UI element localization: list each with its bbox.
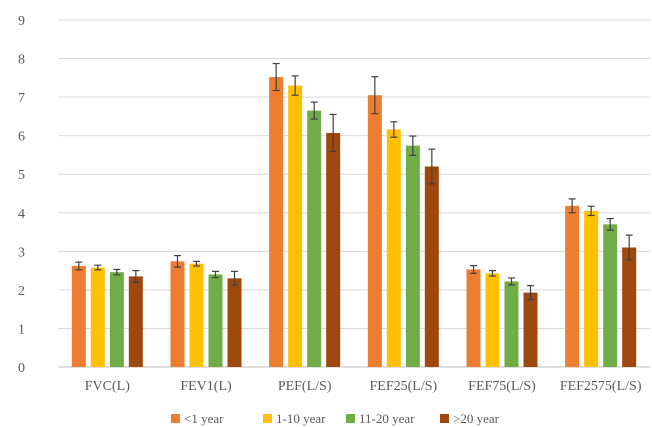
bar — [405, 145, 420, 367]
error-bar — [113, 268, 121, 276]
legend-swatch — [440, 414, 449, 423]
x-category-label: FVC(L) — [85, 379, 130, 394]
error-bar — [94, 264, 102, 271]
error-bar — [310, 101, 318, 120]
bar — [504, 281, 519, 367]
error-bar — [527, 285, 534, 301]
x-category-label: FEF25(L/S) — [369, 379, 437, 394]
error-bar — [212, 270, 219, 279]
error-bar — [329, 113, 337, 153]
bar — [128, 276, 143, 367]
bar — [622, 247, 637, 367]
bar — [367, 95, 382, 367]
bar — [485, 273, 500, 367]
error-bars — [75, 62, 633, 301]
x-category-label: PEF(L/S) — [278, 379, 332, 394]
bars — [71, 77, 637, 368]
bar — [307, 110, 322, 367]
error-bar — [75, 261, 83, 271]
bar — [386, 129, 401, 367]
bar — [109, 272, 124, 367]
legend-swatch — [263, 414, 272, 423]
bar — [227, 278, 242, 367]
y-tick-label: 9 — [18, 14, 25, 29]
y-tick-label: 7 — [18, 91, 25, 106]
legend-label: <1 year — [184, 411, 224, 426]
error-bar — [371, 76, 379, 115]
legend: <1 year 1-10 year 11-20 year >20 year — [171, 411, 500, 426]
error-bar — [409, 135, 417, 156]
bar — [523, 292, 538, 367]
bar — [424, 166, 439, 367]
error-bar — [272, 62, 280, 92]
error-bar — [428, 148, 436, 185]
y-tick-label: 1 — [18, 322, 25, 337]
y-tick-label: 5 — [18, 168, 25, 183]
bar — [603, 224, 618, 367]
error-bar — [132, 270, 140, 283]
x-category-label: FEF75(L/S) — [468, 379, 536, 394]
error-bar — [606, 217, 614, 231]
legend-swatch — [346, 414, 355, 423]
bar — [71, 265, 86, 367]
bar — [208, 274, 223, 367]
bar — [189, 263, 204, 367]
legend-label: 11-20 year — [359, 411, 415, 426]
error-bar — [174, 254, 181, 268]
y-tick-label: 8 — [18, 53, 25, 68]
x-category-label: FEV1(L) — [180, 379, 232, 394]
gridlines — [58, 19, 650, 368]
y-axis-ticks: 0 1 2 3 4 5 6 7 8 9 — [18, 14, 25, 376]
error-bar — [231, 270, 238, 286]
bar — [326, 132, 341, 367]
error-bar — [291, 75, 299, 96]
bar — [170, 261, 185, 367]
error-bar — [470, 264, 477, 274]
error-bar — [625, 234, 633, 261]
bar — [269, 77, 284, 367]
legend-label: 1-10 year — [276, 411, 326, 426]
legend-item: >20 year — [440, 411, 500, 426]
y-tick-label: 6 — [18, 130, 25, 145]
error-bar — [508, 277, 515, 286]
bar — [565, 205, 580, 367]
bar — [584, 210, 599, 367]
legend-item: 11-20 year — [346, 411, 415, 426]
legend-item: 1-10 year — [263, 411, 326, 426]
error-bar — [390, 121, 398, 138]
bar — [288, 85, 303, 368]
legend-swatch — [171, 414, 180, 423]
legend-item: <1 year — [171, 411, 224, 426]
y-tick-label: 2 — [18, 284, 25, 299]
error-bar — [193, 260, 200, 267]
legend-label: >20 year — [453, 411, 500, 426]
bar — [90, 267, 105, 367]
y-tick-label: 3 — [18, 245, 25, 260]
error-bar — [489, 270, 496, 277]
error-bar — [568, 198, 576, 214]
y-tick-label: 4 — [18, 207, 25, 222]
bar — [466, 269, 481, 367]
y-tick-label: 0 — [18, 361, 25, 376]
x-axis-labels: FVC(L) FEV1(L) PEF(L/S) FEF25(L/S) FEF75(L/S… — [85, 379, 642, 394]
error-bar — [587, 205, 595, 217]
x-category-label: FEF2575(L/S) — [560, 379, 642, 394]
